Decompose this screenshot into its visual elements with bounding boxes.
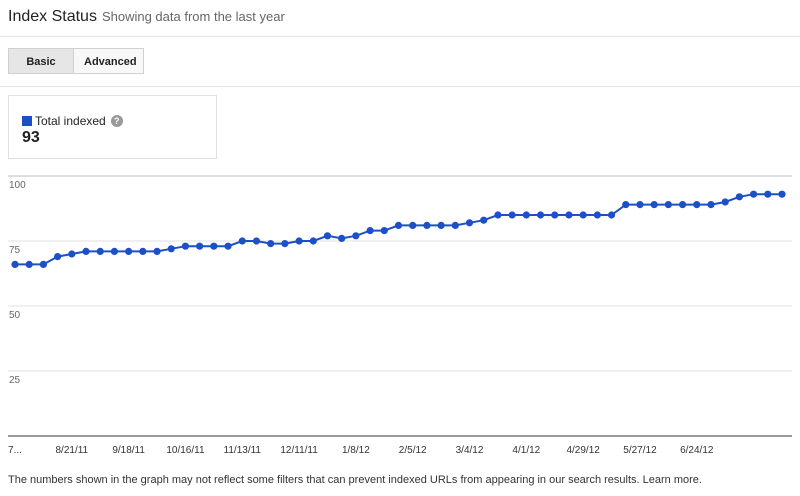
y-tick-label: 75 [9,245,21,256]
data-point [252,237,261,245]
data-point [522,211,530,219]
page-subtitle: Showing data from the last year [101,9,285,24]
data-point [508,211,516,219]
data-point [607,211,616,219]
data-point [295,237,303,245]
series-swatch [22,116,32,126]
data-point [465,219,474,227]
data-point [409,221,417,229]
page-header: Index Status Showing data from the last … [8,8,285,30]
data-point [338,234,346,242]
data-point [139,247,147,255]
x-tick-label: 8/21/11 [56,445,89,456]
footnote: The numbers shown in the graph may not r… [8,474,702,486]
x-tick-label: 7... [8,445,22,456]
data-point [238,237,246,245]
metric-legend[interactable]: Total indexed ? [22,114,123,128]
tab-basic[interactable]: Basic [8,48,74,74]
data-point [153,247,161,255]
page-title: Index Status [8,8,97,25]
x-tick-label: 11/13/11 [224,445,262,456]
x-tick-label: 6/24/12 [680,445,714,456]
data-point [707,201,715,209]
data-point [565,211,573,219]
data-point [749,190,758,198]
tab-advanced[interactable]: Advanced [74,48,144,74]
data-point [735,193,743,201]
data-point [764,190,772,198]
x-tick-label: 9/18/11 [112,445,145,456]
metric-card: Total indexed ? 93 [8,95,217,159]
data-point [622,201,630,209]
data-point [167,245,175,253]
question-icon[interactable]: ? [110,115,123,127]
data-point [11,260,19,268]
data-point [593,211,601,219]
data-point [54,253,62,261]
data-point [650,201,658,209]
data-point [494,211,502,219]
data-point [437,221,445,229]
x-tick-label: 1/8/12 [342,445,370,456]
x-tick-label: 4/1/12 [512,445,540,456]
data-point [366,227,374,235]
data-point [423,221,431,229]
data-point [110,247,119,255]
data-point [281,240,289,248]
x-tick-label: 10/16/11 [166,445,205,456]
data-point [394,221,403,229]
data-point [678,201,687,209]
data-point [778,190,786,198]
data-point [68,250,76,258]
data-point [664,201,672,209]
data-point [125,247,133,255]
data-point [693,201,701,209]
y-tick-label: 25 [9,375,21,386]
view-tabs: Basic Advanced [8,48,144,74]
x-tick-label: 5/27/12 [623,445,657,456]
metric-label: Total indexed [35,114,106,128]
data-point [451,221,459,229]
data-point [224,242,232,250]
data-point [39,260,48,268]
x-tick-label: 12/11/11 [280,445,318,456]
y-tick-label: 100 [9,180,26,191]
data-point [480,216,488,224]
data-point [380,227,388,235]
data-point [323,232,332,240]
data-point [82,247,90,255]
data-point [267,240,275,248]
header-divider [0,36,800,37]
data-point [210,242,218,250]
data-point [309,237,317,245]
data-point [25,260,33,268]
data-point [636,201,644,209]
data-point [96,247,104,255]
data-point [579,211,587,219]
x-tick-label: 4/29/12 [566,445,600,456]
tabs-divider [0,86,800,87]
data-point [551,211,559,219]
data-point [721,198,729,206]
index-status-chart: 100 75 50 25 7... 8/21/11 9/18/11 10/16/11 11/13… [8,175,792,456]
data-point [536,211,545,219]
x-tick-label: 3/4/12 [456,445,484,456]
data-point [352,232,360,240]
data-point [196,242,204,250]
data-point [181,242,190,250]
y-tick-label: 50 [9,310,21,321]
metric-value: 93 [22,129,40,146]
x-tick-label: 2/5/12 [399,445,427,456]
